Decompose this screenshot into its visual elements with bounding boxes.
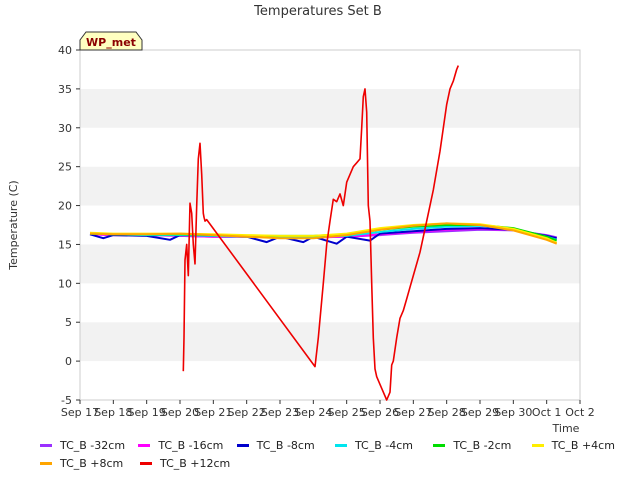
legend-swatch <box>138 443 151 447</box>
annotation-box <box>79 31 143 51</box>
series-line-tc-b-8cm <box>89 222 558 245</box>
legend-label: TC_B +8cm <box>60 456 124 470</box>
grid-band <box>80 283 580 323</box>
y-tick-label: 15 <box>58 238 72 251</box>
series-lines <box>89 65 558 401</box>
x-tick-label: Sep 20 <box>161 406 199 419</box>
grid-band <box>80 166 580 206</box>
x-tick-label: Sep 27 <box>394 406 432 419</box>
x-tick-label: Sep 17 <box>61 406 99 419</box>
grid-band <box>80 50 580 89</box>
legend-row: TC_B +8cm TC_B +12cm <box>40 454 630 472</box>
legend-label: TC_B -2cm <box>453 438 512 452</box>
legend-swatch <box>236 443 249 447</box>
x-tick-label: Sep 24 <box>294 406 332 419</box>
legend-item: TC_B -16cm <box>138 439 236 452</box>
legend-label: TC_B -4cm <box>354 438 414 452</box>
legend-label: TC_B +12cm <box>160 456 231 470</box>
legend-swatch <box>531 443 544 447</box>
x-tick-label: Sep 25 <box>328 406 366 419</box>
y-tick-label: 25 <box>58 161 72 174</box>
y-tick-label: 20 <box>58 200 72 213</box>
legend-label: TC_B -8cm <box>256 438 315 452</box>
chart-title: Temperatures Set B <box>253 4 382 19</box>
chart: Temperatures Set B -5 0 5 10 15 20 25 30 35 40 Se… <box>7 4 595 434</box>
y-tick-label: 40 <box>58 44 72 57</box>
legend-label: TC_B -16cm <box>158 438 224 452</box>
y-tick-label: -5 <box>61 394 72 407</box>
legend-label: TC_B -32cm <box>60 438 126 452</box>
legend-swatch <box>40 461 52 465</box>
y-axis: -5 0 5 10 15 20 25 30 35 40 <box>58 44 80 407</box>
x-tick-label: Sep 28 <box>428 406 466 419</box>
x-tick-label: Sep 21 <box>194 406 232 419</box>
x-tick-label: Sep 18 <box>94 406 132 419</box>
legend-label: TC_B +4cm <box>551 438 615 452</box>
legend-item: TC_B +4cm <box>531 438 630 452</box>
series-line-tc-b-12cm <box>182 65 460 401</box>
x-tick-label: Oct 2 <box>565 406 595 419</box>
legend-item: TC_B -2cm <box>433 439 531 452</box>
legend-item: TC_B +8cm <box>40 457 140 470</box>
grid-band <box>80 361 580 400</box>
x-tick-label: Sep 29 <box>461 406 499 419</box>
legend-swatch <box>40 443 52 447</box>
legend-swatch <box>334 443 347 447</box>
legend-item: TC_B -4cm <box>334 438 433 452</box>
legend-row: TC_B -32cm TC_B -16cm TC_B -8cm TC_B -4cm TC… <box>40 436 630 454</box>
x-tick-label: Sep 22 <box>228 406 266 419</box>
y-tick-label: 30 <box>58 122 72 135</box>
x-tick-label: Sep 26 <box>361 406 399 419</box>
x-tick-label: Sep 19 <box>128 406 166 419</box>
y-tick-label: 10 <box>58 277 72 290</box>
x-axis-label: Time <box>552 422 580 434</box>
x-tick-label: Sep 23 <box>261 406 299 419</box>
legend-swatch <box>433 443 446 447</box>
legend-item: TC_B +12cm <box>140 457 240 470</box>
plot-frame <box>79 49 581 401</box>
series-line-tc-b-8cm <box>89 227 557 245</box>
grid-band <box>80 322 580 362</box>
x-tick-label: Oct 1 <box>532 406 562 419</box>
grid-band <box>80 88 580 128</box>
legend: TC_B -32cm TC_B -16cm TC_B -8cm TC_B -4cm TC… <box>40 436 630 472</box>
y-tick-label: 35 <box>58 83 72 96</box>
y-axis-label: Temperature (C) <box>7 180 20 270</box>
y-tick-label: 0 <box>65 355 72 368</box>
legend-item: TC_B -8cm <box>236 438 335 452</box>
annotation-badge: WP_met <box>79 31 143 51</box>
x-tick-label: Sep 30 <box>494 406 532 419</box>
y-tick-label: 5 <box>65 316 72 329</box>
grid-band <box>80 127 580 167</box>
annotation-label: WP_met <box>86 36 136 49</box>
grid-band <box>80 244 580 284</box>
legend-swatch <box>140 461 152 465</box>
legend-item: TC_B -32cm <box>40 439 138 452</box>
